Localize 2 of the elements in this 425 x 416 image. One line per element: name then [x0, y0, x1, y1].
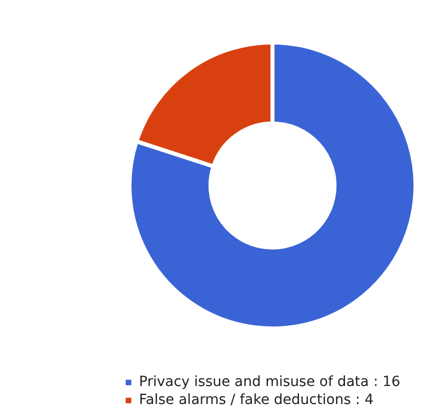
legend-label: False alarms / fake deductions : 4 [139, 392, 374, 408]
legend-label: Privacy issue and misuse of data : 16 [139, 374, 400, 390]
